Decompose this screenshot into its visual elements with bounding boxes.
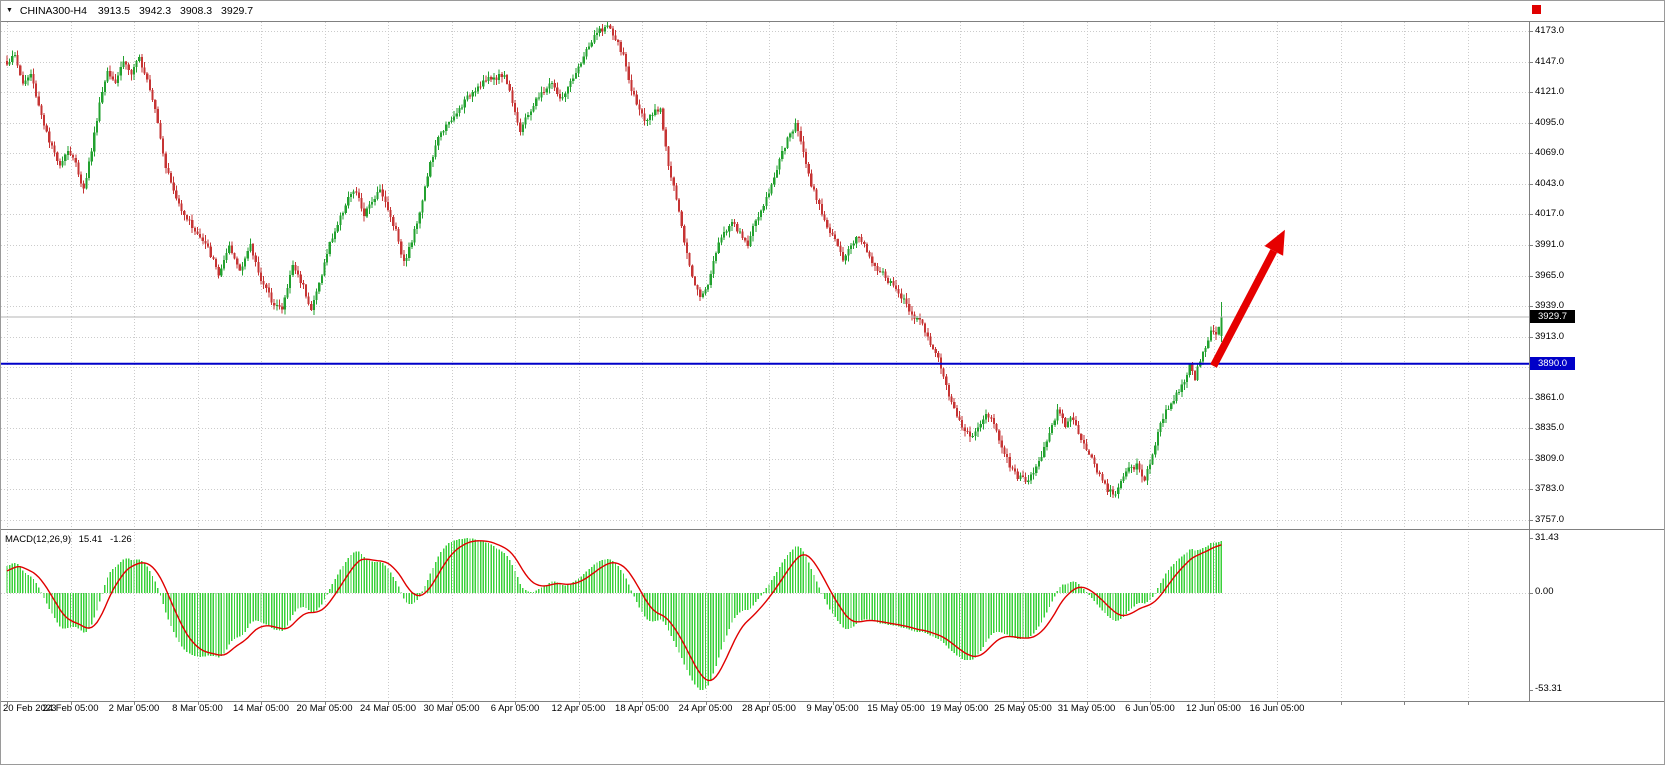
macd-histogram bbox=[6, 538, 1223, 690]
price-axis-label: 4147.0 bbox=[1535, 55, 1565, 67]
time-axis-label: 12 Apr 05:00 bbox=[551, 703, 606, 714]
time-axis-label: 18 Apr 05:00 bbox=[615, 703, 669, 714]
price-axis-label: 4017.0 bbox=[1535, 208, 1565, 220]
time-axis-label: 15 May 05:00 bbox=[867, 703, 925, 714]
macd-name: MACD(12,26,9) bbox=[5, 534, 71, 545]
price-axis-label: 3783.0 bbox=[1535, 483, 1565, 495]
time-axis-label: 8 Mar 05:00 bbox=[172, 703, 223, 714]
price-axis-label: 4121.0 bbox=[1535, 86, 1565, 98]
time-axis-label: 31 May 05:00 bbox=[1057, 703, 1116, 714]
time-axis-label: 20 Mar 05:00 bbox=[296, 703, 353, 714]
hline-price-tag: 3890.0 bbox=[1530, 357, 1575, 371]
candlestick-series bbox=[5, 22, 1223, 499]
macd-value: 15.41 bbox=[78, 534, 103, 545]
time-axis-label: 2 Mar 05:00 bbox=[108, 703, 160, 714]
time-axis-label: 14 Mar 05:00 bbox=[233, 703, 289, 714]
symbol-timeframe-label: CHINA300-H4 bbox=[19, 5, 87, 17]
price-axis-label: 3861.0 bbox=[1535, 391, 1565, 403]
quote-high: 3942.3 bbox=[138, 5, 172, 17]
price-axis-label: 3809.0 bbox=[1535, 452, 1565, 464]
time-axis-label: 19 May 05:00 bbox=[930, 703, 989, 714]
time-axis-label: 25 May 05:00 bbox=[994, 703, 1052, 714]
macd-indicator-label: MACD(12,26,9) 15.41 -1.26 bbox=[5, 534, 137, 545]
price-axis-label: 3757.0 bbox=[1535, 514, 1565, 525]
time-axis-label: 6 Jun 05:00 bbox=[1125, 703, 1175, 714]
time-axis-label: 24 Apr 05:00 bbox=[678, 703, 733, 714]
price-axis-label: 3835.0 bbox=[1535, 422, 1565, 434]
time-axis-label: 30 Mar 05:00 bbox=[423, 703, 480, 714]
grid bbox=[1, 22, 1529, 700]
macd-signal-line bbox=[6, 540, 1222, 682]
time-axis-label: 24 Feb 05:00 bbox=[42, 703, 99, 714]
symbol-dropdown-icon[interactable]: ▼ bbox=[6, 7, 13, 14]
price-axis-label: 4043.0 bbox=[1535, 177, 1565, 189]
price-axis-label: 4095.0 bbox=[1535, 116, 1565, 128]
macd-scale-min: -53.31 bbox=[1535, 683, 1562, 694]
price-axis-label: 4173.0 bbox=[1535, 25, 1565, 36]
macd-scale-zero: 0.00 bbox=[1535, 586, 1554, 597]
chart-quote-header: ▼ CHINA300-H4 3913.5 3942.3 3908.3 3929.… bbox=[6, 5, 259, 17]
record-marker-icon bbox=[1532, 5, 1541, 14]
current-price-tag: 3929.7 bbox=[1530, 310, 1575, 324]
time-axis-label: 24 Mar 05:00 bbox=[360, 703, 416, 714]
time-axis-label: 9 May 05:00 bbox=[806, 703, 859, 714]
time-axis-label: 16 Jun 05:00 bbox=[1249, 703, 1305, 714]
trend-arrow[interactable] bbox=[1210, 229, 1285, 368]
pane-separators bbox=[1, 21, 1664, 705]
time-axis-label: 20 Feb 2023 bbox=[3, 703, 57, 714]
time-axis-label: 28 Apr 05:00 bbox=[742, 703, 796, 714]
price-axis-label: 3939.0 bbox=[1535, 300, 1565, 312]
macd-scale-max: 31.43 bbox=[1535, 532, 1559, 543]
price-axis-label: 3991.0 bbox=[1535, 238, 1565, 250]
quote-open: 3913.5 bbox=[97, 5, 131, 17]
quote-close: 3929.7 bbox=[221, 5, 254, 17]
quote-low: 3908.3 bbox=[179, 5, 213, 17]
price-axis-label: 3913.0 bbox=[1535, 330, 1565, 342]
price-axis-label: 4069.0 bbox=[1535, 147, 1565, 159]
macd-signal-value: -1.26 bbox=[110, 534, 132, 545]
price-axis-label: 3965.0 bbox=[1535, 269, 1565, 281]
time-axis-label: 6 Apr 05:00 bbox=[490, 703, 540, 714]
time-axis-label: 12 Jun 05:00 bbox=[1186, 703, 1241, 714]
